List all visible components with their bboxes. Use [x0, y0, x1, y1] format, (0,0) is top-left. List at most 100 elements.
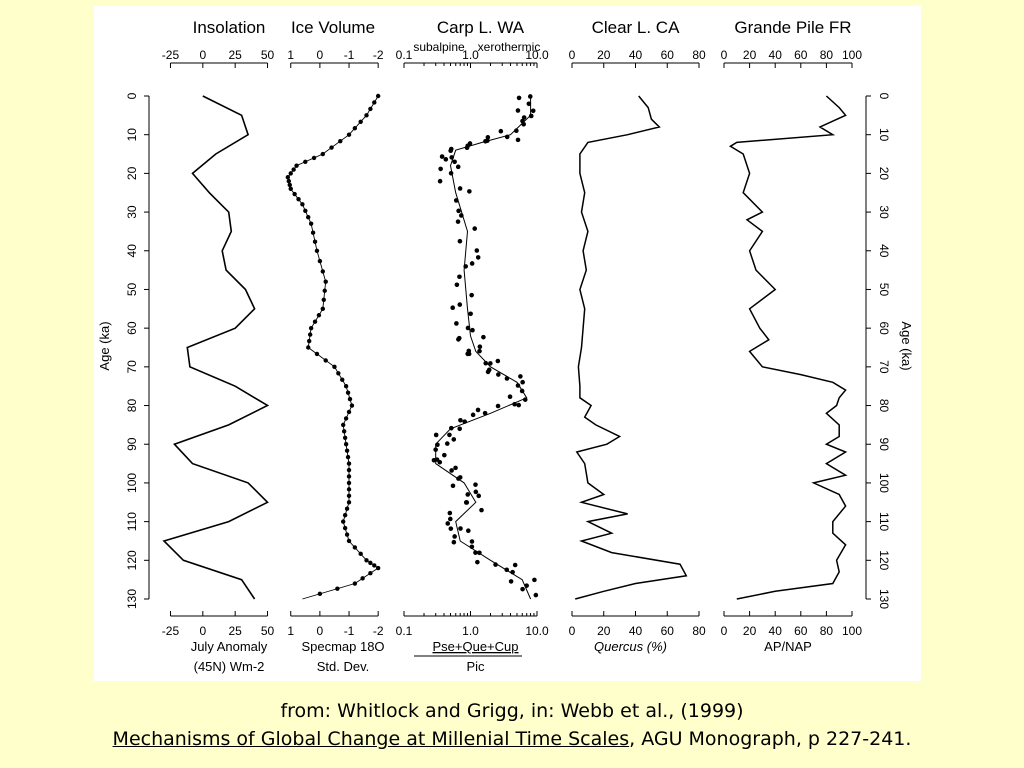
carp-point — [448, 171, 454, 176]
ice-volume-bottom-tick-label: -2 — [373, 624, 384, 638]
carp-point — [454, 282, 460, 288]
carp-top-tick-label: 10.0 — [525, 48, 549, 62]
caption-book-title: Mechanisms of Global Change at Millenial… — [112, 728, 630, 750]
ice-volume-point — [321, 297, 326, 302]
carp-point — [504, 567, 510, 573]
carp-point — [470, 327, 475, 333]
carp-point — [452, 159, 457, 165]
insolation-top-tick-label: 25 — [228, 48, 242, 62]
ice-volume-point — [317, 258, 323, 264]
grande-pile-bottom-tick-label: 100 — [842, 624, 862, 638]
insolation-bottom-tick-label: 50 — [261, 624, 275, 638]
carp-top-tick-label: 0.1 — [396, 48, 413, 62]
left-age-tick-label: 50 — [125, 282, 139, 296]
ice-volume-point — [346, 487, 352, 492]
ice-volume-point — [329, 145, 334, 150]
ice-volume-point — [375, 93, 381, 99]
carp-point — [455, 219, 461, 224]
clear-top-tick-label: 40 — [629, 48, 643, 62]
carp-point — [431, 457, 437, 463]
left-age-tick-label: 130 — [125, 589, 139, 609]
ice-volume-point — [372, 563, 377, 568]
carp-point — [457, 238, 463, 244]
grande-pile-title: Grande Pile FR — [734, 18, 851, 37]
ice-volume-bottom-tick-label: 0 — [317, 624, 324, 638]
carp-point — [527, 94, 533, 99]
ice-volume-bottom-tick-label: 1 — [287, 624, 294, 638]
ice-volume-point — [342, 512, 348, 518]
carp-point — [516, 95, 522, 101]
left-age-tick-label: 40 — [125, 244, 139, 258]
grande-pile-top-tick-label: 100 — [842, 48, 862, 62]
clear-xlabel: Quercus (%) — [594, 639, 667, 654]
ice-volume-point — [344, 506, 350, 511]
carp-point — [437, 459, 443, 465]
ice-volume-point — [341, 429, 347, 434]
carp-point — [456, 337, 461, 342]
ice-volume-point — [344, 448, 350, 453]
ice-volume-point — [343, 383, 349, 389]
carp-point — [469, 544, 475, 550]
caption-citation-rest: , AGU Monograph, p 227-241. — [629, 728, 912, 750]
right-age-tick-label: 50 — [877, 283, 891, 297]
ice-volume-top-tick-label: -1 — [344, 48, 355, 62]
ice-volume-point — [346, 480, 352, 486]
carp-point — [442, 452, 447, 458]
carp-point — [472, 226, 478, 231]
left-age-tick-label: 60 — [125, 321, 139, 335]
ice-volume-point — [292, 191, 297, 197]
ice-volume-point — [346, 474, 352, 479]
carp-top-tick-label: 1.0 — [462, 48, 479, 62]
clear-top-tick-label: 20 — [597, 48, 611, 62]
carp-point — [444, 441, 450, 446]
carp-point — [467, 189, 472, 194]
clear-bottom-tick-label: 60 — [661, 624, 675, 638]
carp-point — [488, 361, 493, 366]
ice-volume-point — [314, 248, 320, 253]
carp-point — [463, 264, 468, 269]
ice-volume-point — [296, 196, 301, 202]
carp-point — [465, 143, 471, 149]
carp-point — [449, 146, 454, 152]
carp-point — [514, 128, 519, 134]
ice-volume-point — [364, 113, 369, 118]
carp-bottom-tick-label: 10.0 — [525, 624, 549, 638]
carp-point — [477, 550, 482, 556]
right-age-tick-label: 120 — [877, 550, 891, 570]
ice-volume-point — [307, 332, 313, 337]
carp-point — [475, 255, 481, 260]
left-age-tick-label: 20 — [125, 166, 139, 180]
clear-bottom-tick-label: 40 — [629, 624, 643, 638]
clear-top-tick-label: 80 — [692, 48, 706, 62]
left-age-axis-title: Age (ka) — [97, 321, 112, 370]
ice-volume-point — [286, 178, 291, 184]
right-age-tick-label: 70 — [877, 360, 891, 374]
carp-point — [496, 372, 501, 377]
ice-volume-point — [320, 306, 325, 312]
grande-pile-top-tick-label: 0 — [721, 48, 728, 62]
carp-point — [447, 510, 453, 516]
left-age-tick-label: 100 — [125, 473, 139, 493]
insolation-top-tick-label: 0 — [199, 48, 206, 62]
carp-point — [452, 534, 457, 539]
carp-point — [458, 417, 463, 423]
ice-volume-point — [312, 319, 318, 324]
ice-volume-point — [320, 151, 325, 157]
carp-top-label-subalpine: subalpine — [413, 40, 465, 54]
caption-citation: Mechanisms of Global Change at Millenial… — [0, 728, 1024, 750]
insolation-top-tick-label: -25 — [162, 48, 180, 62]
carp-point — [463, 500, 469, 505]
ice-volume-point — [346, 461, 352, 466]
ice-volume-point — [332, 364, 337, 370]
right-age-tick-label: 60 — [877, 321, 891, 335]
right-age-tick-label: 40 — [877, 244, 891, 258]
carp-point — [510, 569, 515, 575]
ice-volume-point — [375, 565, 381, 571]
ice-volume-point — [352, 581, 358, 586]
carp-point — [462, 419, 467, 424]
grande-pile-xlabel: AP/NAP — [764, 639, 812, 654]
carp-point — [516, 402, 522, 408]
carp-bottom-tick-label: 1.0 — [462, 624, 479, 638]
clear-top-tick-label: 60 — [661, 48, 675, 62]
carp-point — [515, 383, 521, 388]
